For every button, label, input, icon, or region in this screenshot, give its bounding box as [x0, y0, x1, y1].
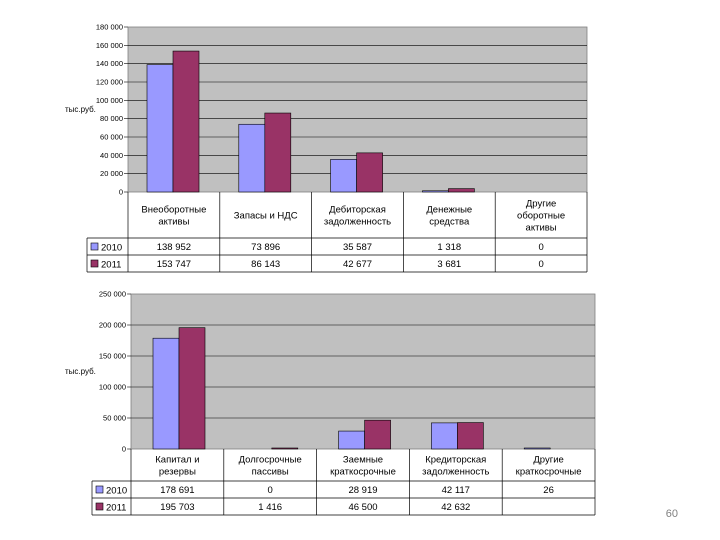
chart2-legend-swatch-2011 [95, 502, 104, 511]
chart1-category-label: средства [429, 217, 470, 228]
chart2-category-label: пассивы [252, 467, 289, 478]
chart2-y-tick-label: 100 000 [99, 383, 126, 392]
chart1-y-tick-label: 140 000 [96, 59, 123, 68]
chart1-data-label-2011: 3 681 [437, 259, 461, 270]
chart2-data-label-2011: 195 703 [160, 502, 194, 513]
chart1-category-label: Дебиторская [329, 205, 386, 216]
chart1-y-tick-label: 20 000 [100, 169, 123, 178]
chart1-bar-2010-4 [422, 190, 449, 193]
chart1-data-label-2010: 0 [538, 242, 543, 253]
chart1-data-label-2010: 73 896 [251, 242, 280, 253]
chart1-y-tick-label: 60 000 [100, 133, 123, 142]
page-number: 60 [665, 508, 678, 520]
chart2-y-tick-label: 200 000 [99, 321, 126, 330]
chart1-data-label-2011: 153 747 [157, 259, 191, 270]
chart1-data-label-2010: 138 952 [157, 242, 191, 253]
chart1-y-tick-label: 100 000 [96, 96, 123, 105]
chart1-category-label: активы [526, 223, 557, 234]
chart1-category-label: Другие [526, 199, 556, 210]
chart2-bar-2010-4 [431, 422, 458, 450]
chart2-bar-2010-5 [523, 447, 551, 450]
chart2-plot-area [130, 293, 596, 450]
chart1-bar-2010-3 [330, 159, 357, 193]
chart2-category-label: задолженность [422, 467, 489, 478]
chart1-y-tick-label: 0 [119, 188, 123, 197]
chart2-y-tick-label: 150 000 [99, 352, 126, 361]
chart2-category-label: Кредиторская [425, 455, 486, 466]
chart2-category-label: краткосрочные [330, 467, 396, 478]
chart2-bar-2011-2 [271, 447, 299, 450]
chart1-y-tick-label: 160 000 [96, 41, 123, 50]
chart1-category-label: Денежные [426, 205, 472, 216]
chart1-legend-label-2010: 2010 [101, 243, 122, 254]
chart2-bar-2010-1 [152, 337, 180, 450]
chart1-bar-2011-4 [448, 188, 475, 193]
chart2-data-label-2011: 46 500 [348, 502, 377, 513]
chart1-y-tick-label: 180 000 [96, 23, 123, 32]
chart2-bar-2010-3 [338, 430, 365, 450]
chart1-y-tick-label: 40 000 [100, 151, 123, 160]
chart1-category-label: активы [158, 217, 189, 228]
chart2-bar-2011-3 [364, 419, 391, 450]
chart1-data-label-2011: 42 677 [343, 259, 372, 270]
chart2-data-label-2010: 42 117 [442, 485, 470, 496]
chart1-data-label-2010: 35 587 [343, 242, 372, 253]
chart2-data-label-2010: 28 919 [348, 485, 377, 496]
chart1-legend-swatch-2010 [90, 242, 99, 251]
chart2-data-label-2010: 26 [543, 485, 554, 496]
chart2-y-tick-label: 250 000 [99, 290, 126, 299]
chart2-bar-2011-1 [178, 327, 206, 450]
chart1-legend-swatch-2011 [90, 259, 99, 268]
chart2-data-label-2010: 0 [268, 485, 273, 496]
chart1-data-label-2011: 0 [538, 259, 543, 270]
chart2-category-label: резервы [159, 467, 196, 478]
chart2-y-axis-label: тыс.руб. [65, 367, 96, 376]
chart1-bar-2010-2 [238, 123, 266, 193]
chart2-category-label: Долгосрочные [239, 455, 302, 466]
chart2-category-label: Другие [533, 455, 563, 466]
chart1-category-label: оборотные [517, 211, 565, 222]
chart1-y-axis-label: тыс.руб. [65, 105, 96, 114]
chart1-category-label: Запасы и НДС [234, 211, 298, 222]
chart1-bar-2011-1 [172, 50, 200, 193]
chart1-y-tick-label: 80 000 [100, 114, 123, 123]
chart2-y-tick-label: 50 000 [103, 414, 126, 423]
chart1-bar-2011-3 [356, 152, 383, 193]
chart1-data-label-2010: 1 318 [437, 242, 461, 253]
chart2-data-label-2011: 42 632 [441, 502, 470, 513]
chart1-bar-2010-1 [146, 64, 174, 193]
chart1-legend-label-2011: 2011 [101, 260, 121, 271]
chart1-y-tick-label: 120 000 [96, 78, 123, 87]
chart1-data-label-2011: 86 143 [251, 259, 280, 270]
chart2-legend-swatch-2010 [95, 485, 104, 494]
chart2-category-label: Капитал и [155, 455, 199, 466]
chart1-bar-2011-2 [264, 112, 292, 193]
chart2-y-tick-label: 0 [122, 445, 126, 454]
chart2-bar-2011-4 [457, 422, 484, 450]
chart2-legend-label-2011: 2011 [106, 503, 126, 514]
chart2-legend-label-2010: 2010 [106, 486, 127, 497]
chart2-data-label-2011: 1 416 [258, 502, 282, 513]
chart2-category-label: Заемные [343, 455, 383, 466]
chart1-category-label: Внеоборотные [141, 205, 206, 216]
chart1-category-label: задолженность [324, 217, 391, 228]
chart2-data-label-2010: 178 691 [160, 485, 194, 496]
chart2-category-label: краткосрочные [516, 467, 582, 478]
